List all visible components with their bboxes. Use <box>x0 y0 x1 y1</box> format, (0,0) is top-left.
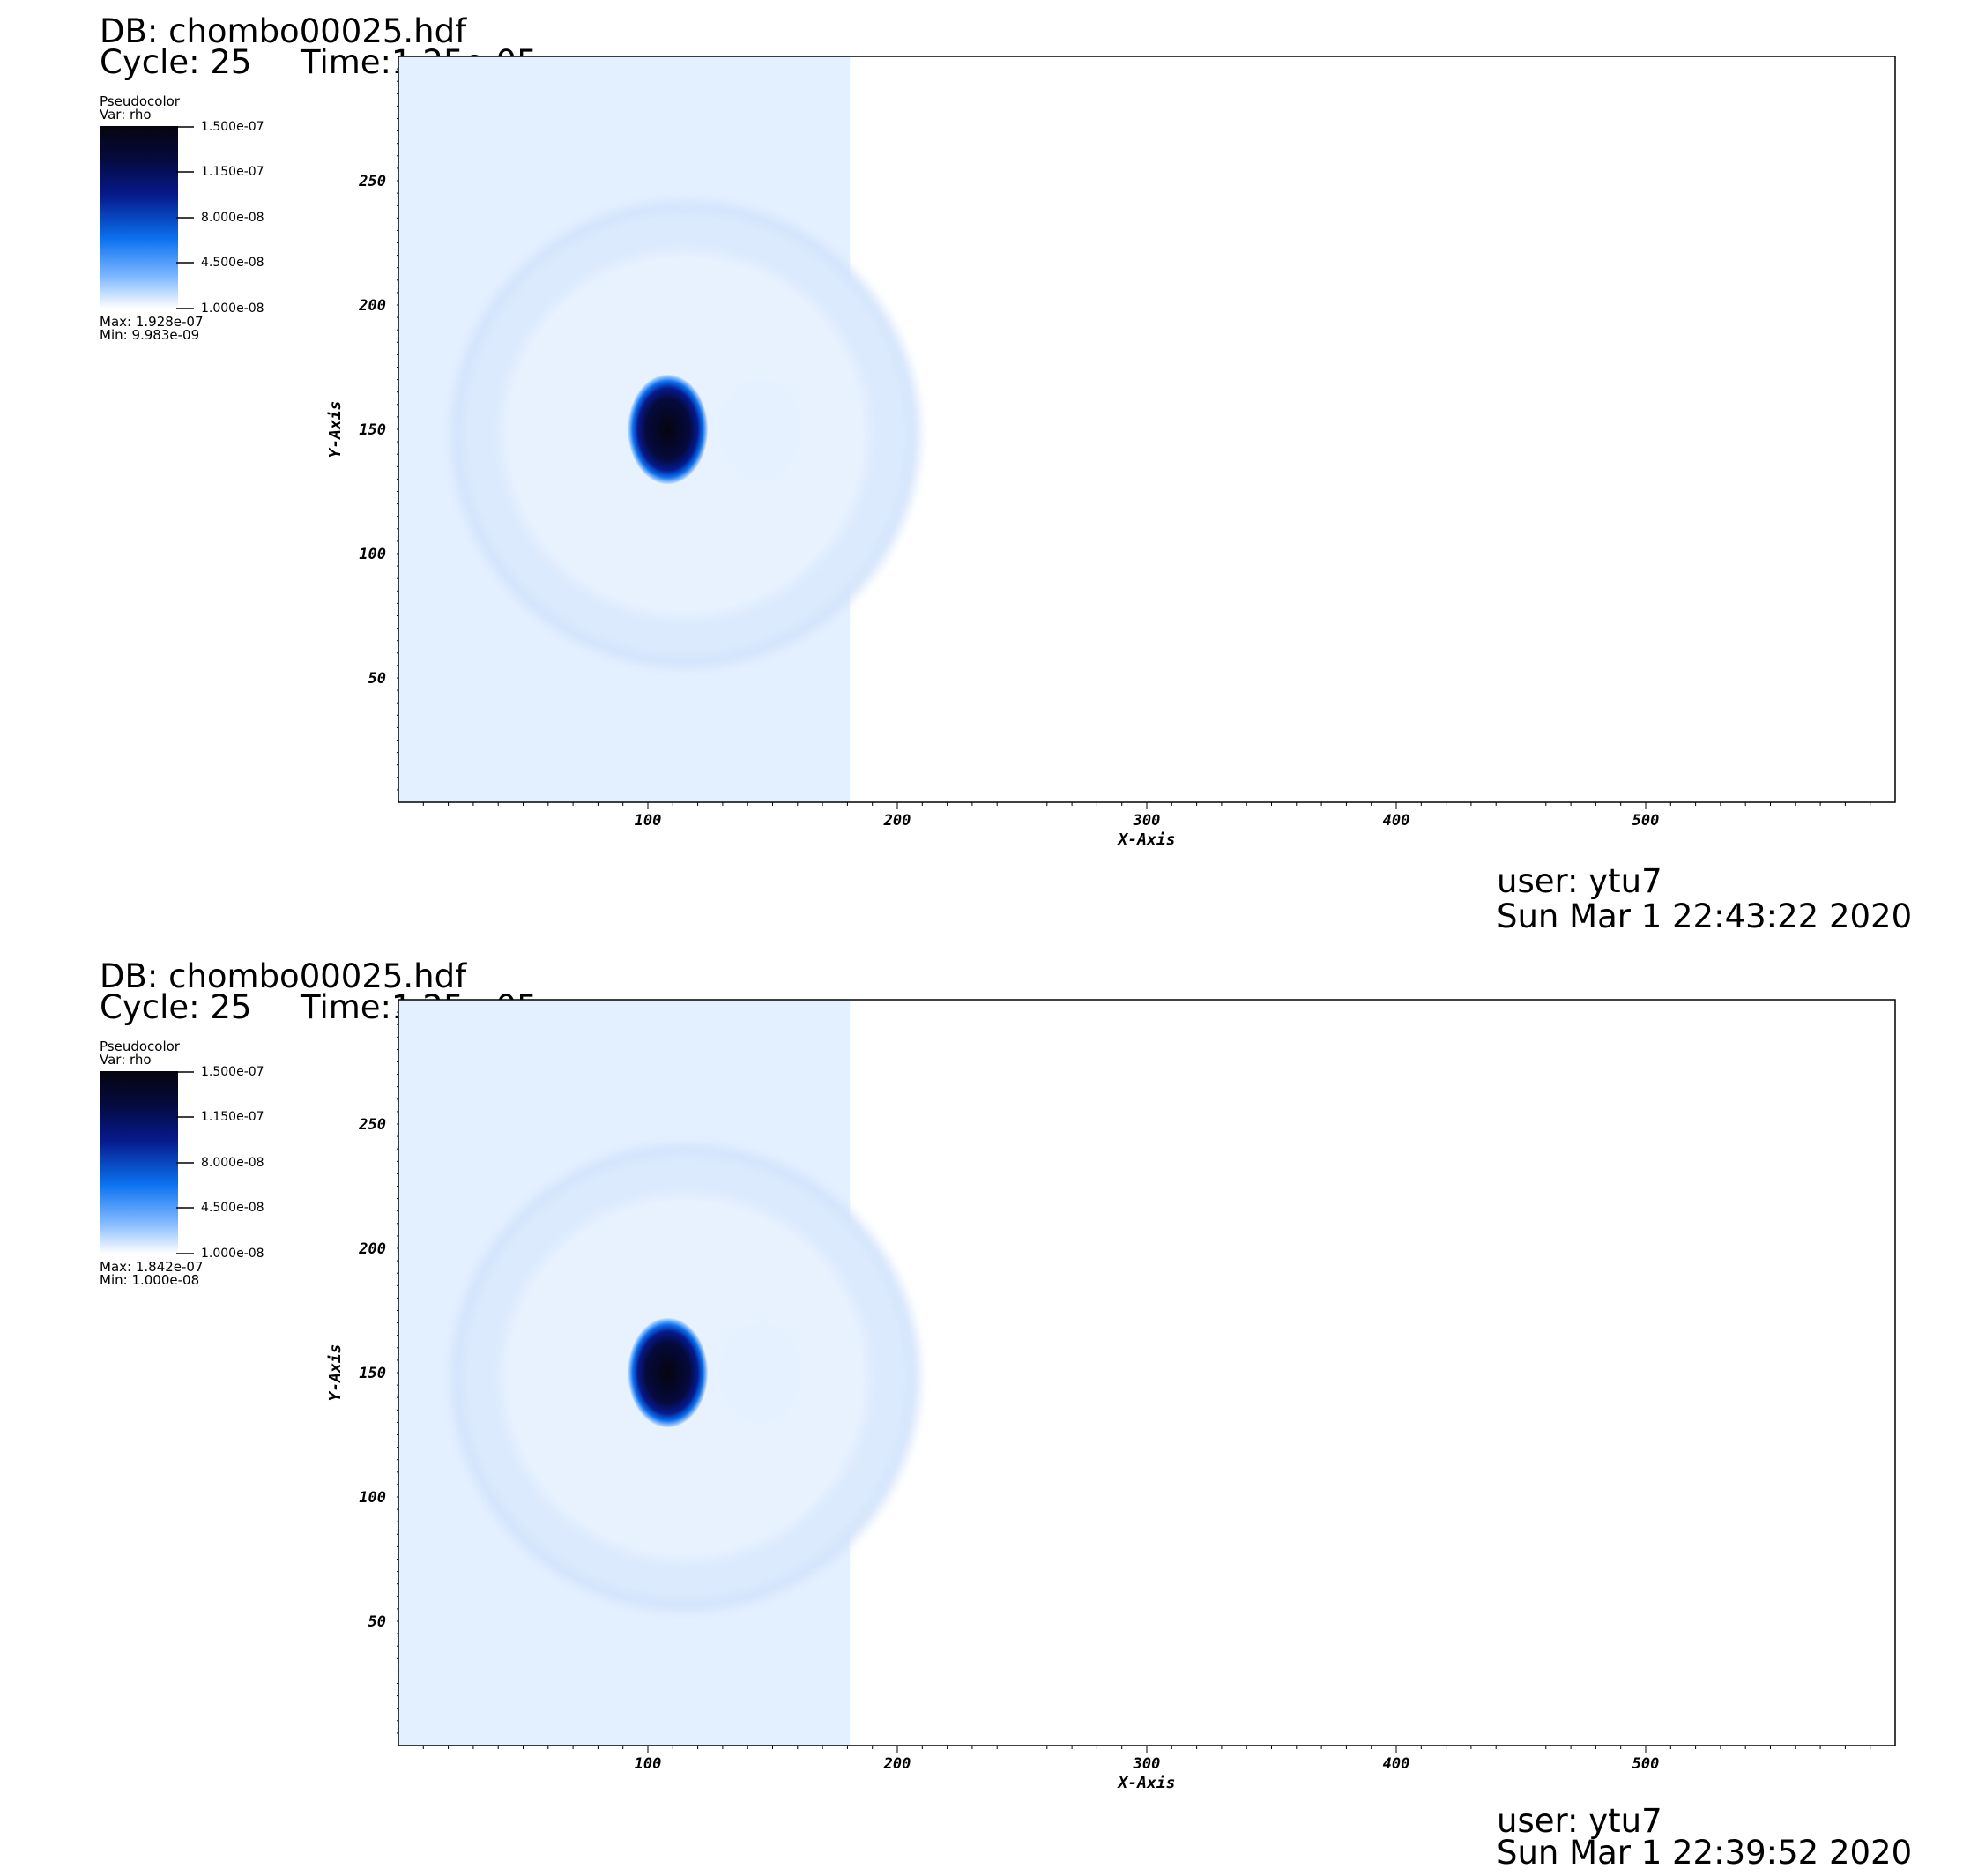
colorbar-tick-label: 4.500e-08 <box>201 256 264 270</box>
y-tick-label: 50 <box>368 670 386 688</box>
colorbar <box>100 1071 178 1254</box>
plot-panel-1: DB: chombo00025.hdf Cycle: 25 Time:1.25e… <box>0 0 1978 936</box>
cycle-label: Cycle: 25 <box>100 988 252 1026</box>
colorbar-tick-label: 1.150e-07 <box>201 1110 264 1124</box>
legend-plot-type: Pseudocolor <box>100 93 180 109</box>
y-axis-title: Y-Axis <box>326 1344 345 1401</box>
colorbar-tick-label: 4.500e-08 <box>201 1201 264 1215</box>
colorbar-tick-label: 1.150e-07 <box>201 165 264 179</box>
y-tick-label: 150 <box>359 1365 386 1382</box>
y-tick-label: 150 <box>359 421 386 439</box>
x-tick-label: 300 <box>1133 812 1161 830</box>
pseudocolor-plot: 100 200 300 400 500 X-Axis <box>397 999 1896 1792</box>
dense-blob <box>628 1317 708 1428</box>
colorbar-tick-label: 1.000e-08 <box>201 1247 264 1261</box>
x-axis-title: X-Axis <box>1116 830 1175 849</box>
x-tick-label: 500 <box>1632 812 1660 830</box>
database-label: DB: chombo00025.hdf <box>100 957 467 995</box>
y-axis-title: Y-Axis <box>326 400 345 458</box>
legend-variable: Var: rho <box>100 1052 152 1068</box>
y-tick-label: 250 <box>358 1116 386 1134</box>
x-tick-label: 200 <box>883 1755 911 1773</box>
legend-max: Max: 1.928e-07 <box>100 314 204 330</box>
plot-panel-2: DB: chombo00025.hdf Cycle: 25 Time:1.25e… <box>0 940 1978 1876</box>
colorbar-ticks <box>176 126 194 309</box>
colorbar-tick-label: 1.500e-07 <box>201 120 264 134</box>
x-tick-label: 200 <box>883 812 911 830</box>
legend-plot-type: Pseudocolor <box>100 1038 180 1054</box>
colorbar-tick-label: 8.000e-08 <box>201 211 264 225</box>
user-label: user: ytu7 <box>1497 1802 1662 1840</box>
x-tick-label: 100 <box>635 812 662 830</box>
y-axis-labels: 50 100 150 200 250 Y-Axis <box>326 1116 386 1631</box>
x-tick-label: 400 <box>1383 1755 1410 1773</box>
y-tick-label: 200 <box>358 1240 386 1258</box>
y-tick-label: 100 <box>359 1489 386 1507</box>
legend-min: Min: 9.983e-09 <box>100 327 200 343</box>
downstream-lobe <box>715 374 806 485</box>
y-axis-labels: 50 100 150 200 250 Y-Axis <box>326 173 386 688</box>
colorbar-tick-label: 1.500e-07 <box>201 1065 264 1079</box>
x-tick-label: 500 <box>1632 1755 1660 1773</box>
date-label: Sun Mar 1 22:39:52 2020 <box>1497 1834 1913 1872</box>
y-tick-label: 100 <box>359 546 386 563</box>
y-tick-label: 250 <box>358 173 386 190</box>
y-tick-label: 200 <box>358 297 386 315</box>
legend-max: Max: 1.842e-07 <box>100 1259 204 1275</box>
x-tick-label: 100 <box>635 1755 662 1773</box>
x-tick-label: 400 <box>1383 812 1410 830</box>
y-tick-label: 50 <box>368 1613 386 1631</box>
x-axis-title: X-Axis <box>1116 1774 1175 1792</box>
dense-blob <box>628 374 708 485</box>
database-label: DB: chombo00025.hdf <box>100 12 467 50</box>
x-tick-label: 300 <box>1133 1755 1161 1773</box>
date-label: Sun Mar 1 22:43:22 2020 <box>1497 897 1913 935</box>
user-label: user: ytu7 <box>1497 862 1662 900</box>
colorbar <box>100 126 178 309</box>
colorbar-tick-label: 1.000e-08 <box>201 302 264 316</box>
colorbar-tick-label: 8.000e-08 <box>201 1156 264 1170</box>
colorbar-ticks <box>176 1071 194 1254</box>
legend-min: Min: 1.000e-08 <box>100 1272 200 1288</box>
cycle-label: Cycle: 25 <box>100 43 252 81</box>
pseudocolor-plot: 100 200 300 400 500 X-Axis <box>397 56 1896 849</box>
downstream-lobe <box>715 1317 806 1428</box>
legend-variable: Var: rho <box>100 107 152 123</box>
